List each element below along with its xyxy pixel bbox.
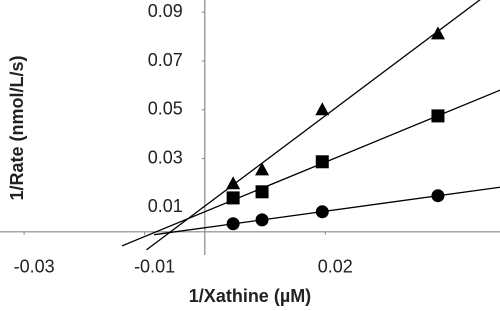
point [226,176,241,190]
trendline [146,0,481,251]
point [255,213,269,227]
y-tick-label: 0.03 [148,147,183,167]
x-axis-title: 1/Xathine (µM) [189,286,311,306]
point [315,102,330,116]
x-tick-label: -0.03 [14,257,55,277]
y-tick-label: 0.09 [148,1,183,21]
x-tick-label: 0.02 [318,257,353,277]
x-tick-label: -0.01 [134,257,175,277]
point [315,155,329,169]
markers [226,26,445,231]
point [431,189,445,203]
point [255,162,270,176]
axes: 0.01 0.03 0.05 0.07 0.09 -0.03 -0.01 0.02 [0,0,500,277]
y-axis-title: 1/Rate (nmol/L/s) [7,55,27,200]
point [226,217,240,231]
point [431,109,445,123]
y-tick-label: 0.07 [148,50,183,70]
y-tick-label: 0.01 [148,196,183,216]
point [226,191,240,205]
point [315,205,329,219]
point [430,26,445,40]
point [255,185,269,199]
y-tick-label: 0.05 [148,99,183,119]
